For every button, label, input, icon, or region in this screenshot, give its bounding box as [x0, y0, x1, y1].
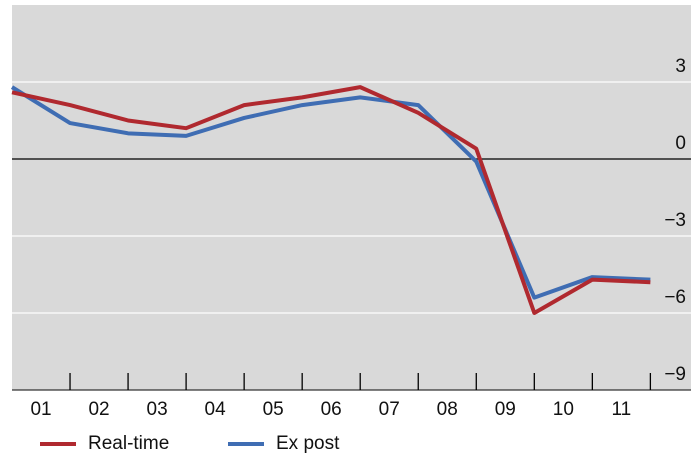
x-tick-label: 08	[437, 399, 458, 420]
series-line	[11, 85, 651, 315]
x-tick-label: 02	[88, 399, 109, 420]
legend-label: Ex post	[276, 433, 340, 454]
x-tick-label: 06	[321, 399, 342, 420]
x-tick-label: 11	[611, 399, 631, 420]
x-tick-label: 04	[205, 399, 227, 420]
x-tick-label: 07	[379, 399, 400, 420]
y-tick-label: 3	[675, 56, 686, 77]
x-tick-label: 10	[553, 399, 574, 420]
y-tick-label: 0	[675, 133, 686, 154]
x-tick-label: 05	[263, 399, 284, 420]
x-tick-label: 09	[495, 399, 516, 420]
legend-label: Real-time	[88, 433, 169, 454]
plot-background	[12, 5, 691, 390]
x-tick-label: 01	[30, 399, 51, 420]
y-tick-label: −6	[664, 287, 686, 308]
y-tick-label: −3	[664, 210, 686, 231]
y-tick-label: −9	[664, 364, 686, 385]
x-tick-label: 03	[147, 399, 168, 420]
series-line	[10, 85, 651, 300]
